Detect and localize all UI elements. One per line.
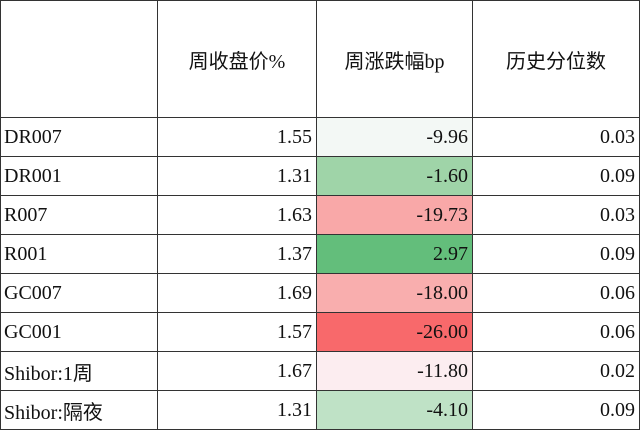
row-label: Shibor:隔夜 — [0, 390, 158, 430]
value-cell: 0.06 — [472, 312, 640, 352]
header-cell: 周收盘价% — [157, 0, 317, 118]
value-cell: 0.09 — [472, 390, 640, 430]
value-cell: 0.03 — [472, 117, 640, 157]
value-cell: 2.97 — [316, 234, 473, 274]
value-cell: 0.02 — [472, 351, 640, 391]
value-cell: -18.00 — [316, 273, 473, 313]
row-label: R001 — [0, 234, 158, 274]
data-row: Shibor:1周 1.67 -11.80 0.02 — [0, 351, 640, 391]
row-label: Shibor:1周 — [0, 351, 158, 391]
value-cell: -26.00 — [316, 312, 473, 352]
value-cell: -11.80 — [316, 351, 473, 391]
value-cell: -19.73 — [316, 195, 473, 235]
data-row: R007 1.63 -19.73 0.03 — [0, 195, 640, 235]
header-row: 周收盘价% 周涨跌幅bp 历史分位数 — [0, 0, 640, 118]
value-cell: 1.63 — [157, 195, 317, 235]
value-cell: 1.57 — [157, 312, 317, 352]
value-cell: -4.10 — [316, 390, 473, 430]
data-row: DR001 1.31 -1.60 0.09 — [0, 156, 640, 196]
data-row: DR007 1.55 -9.96 0.03 — [0, 117, 640, 157]
row-label: DR007 — [0, 117, 158, 157]
header-cell: 周涨跌幅bp — [316, 0, 473, 118]
value-cell: 1.31 — [157, 156, 317, 196]
value-cell: -1.60 — [316, 156, 473, 196]
data-row: GC007 1.69 -18.00 0.06 — [0, 273, 640, 313]
row-label: GC007 — [0, 273, 158, 313]
row-label: R007 — [0, 195, 158, 235]
value-cell: 1.69 — [157, 273, 317, 313]
value-cell: 1.67 — [157, 351, 317, 391]
header-cell: 历史分位数 — [472, 0, 640, 118]
value-cell: 1.37 — [157, 234, 317, 274]
value-cell: 0.09 — [472, 156, 640, 196]
corner-cell — [0, 0, 158, 118]
row-label: DR001 — [0, 156, 158, 196]
data-row: Shibor:隔夜 1.31 -4.10 0.09 — [0, 390, 640, 430]
value-cell: 1.55 — [157, 117, 317, 157]
value-cell: 0.09 — [472, 234, 640, 274]
value-cell: -9.96 — [316, 117, 473, 157]
value-cell: 1.31 — [157, 390, 317, 430]
data-row: R001 1.37 2.97 0.09 — [0, 234, 640, 274]
data-row: GC001 1.57 -26.00 0.06 — [0, 312, 640, 352]
value-cell: 0.06 — [472, 273, 640, 313]
value-cell: 0.03 — [472, 195, 640, 235]
row-label: GC001 — [0, 312, 158, 352]
